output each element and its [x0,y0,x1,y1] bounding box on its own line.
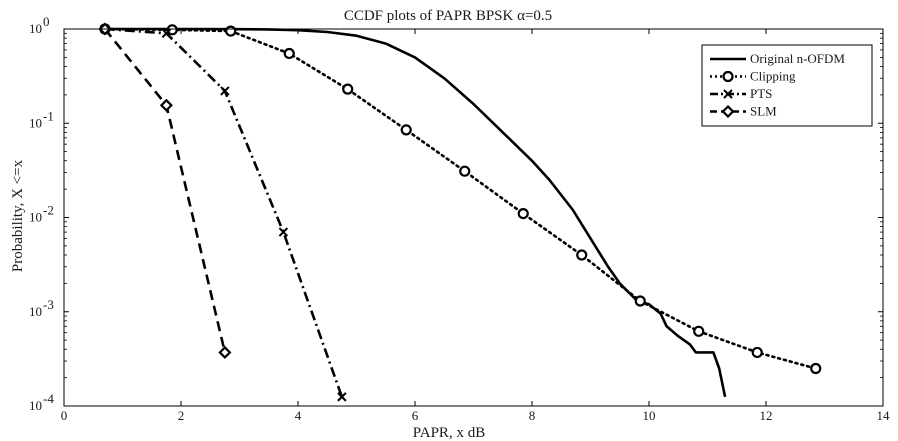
x-tick-label: 14 [877,408,891,423]
data-point [225,25,237,37]
y-tick-label: 10 [29,210,42,225]
series-line [104,27,727,398]
legend-marker [722,70,734,83]
legend: Original n-OFDM Clipping PTS SLM [701,44,873,127]
x-axis-label: PAPR, x dB [413,425,485,441]
series-layer [98,22,822,402]
data-point [159,98,173,112]
y-tick-exponent: 0 [43,14,50,29]
data-point [342,83,354,95]
y-tick-label: 10 [29,304,42,319]
x-tick-label: 6 [412,408,419,423]
y-tick-label: 10 [29,398,42,413]
data-point [283,47,295,60]
chart-title: CCDF plots of PAPR BPSK α=0.5 [344,8,552,24]
legend-label: SLM [750,104,777,119]
legend-entry: Original n-OFDM [710,51,845,66]
x-tick-label: 2 [178,408,185,423]
data-point [166,24,178,36]
data-point [161,28,172,39]
y-axis-label: Probability, X <=x [10,159,26,272]
y-tick-exponent: -2 [43,203,54,218]
legend-label: Original n-OFDM [750,51,845,66]
y-tick-exponent: -3 [43,297,54,312]
legend-marker [723,89,733,99]
data-point [218,345,232,360]
data-point [810,362,822,375]
legend-label: PTS [750,86,772,101]
data-point [459,165,471,177]
data-point [278,227,289,237]
x-tick-label: 4 [295,408,302,423]
x-tick-label: 8 [529,408,536,423]
y-tick-exponent: -1 [43,108,54,123]
data-point [517,207,529,220]
legend-entry: PTS [710,86,772,101]
x-tick-label: 12 [760,408,773,423]
y-tick-label: 10 [29,21,42,36]
legend-marker [721,104,735,119]
data-point [220,86,230,96]
x-tick-label: 10 [643,408,656,423]
y-tick-exponent: -4 [43,391,54,406]
legend-entry: SLM [710,104,777,119]
data-point [751,346,763,359]
x-axis: 0 2 4 6 8 10 12 14 [61,29,890,423]
data-point [634,295,646,307]
data-point [576,249,588,261]
data-point [337,392,347,402]
x-tick-label: 0 [61,408,68,423]
series-original-n-ofdm [104,27,727,398]
legend-entry: Clipping [710,69,796,84]
data-point [400,124,412,136]
data-point [693,325,705,337]
legend-label: Clipping [750,69,796,84]
y-tick-label: 10 [29,115,42,130]
series-slm [98,22,232,360]
